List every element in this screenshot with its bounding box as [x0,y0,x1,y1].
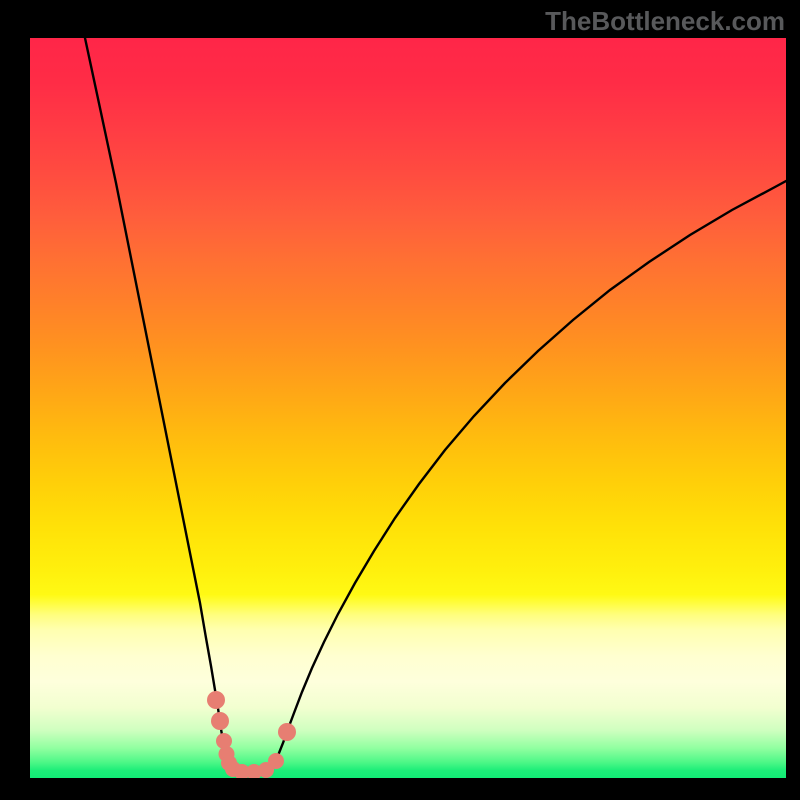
watermark-text: TheBottleneck.com [545,6,785,37]
marker-point [268,753,284,769]
gradient-background [30,38,786,778]
chart-svg [30,38,786,778]
marker-point [211,712,229,730]
plot-area [30,38,786,778]
marker-point [278,723,296,741]
marker-point [207,691,225,709]
